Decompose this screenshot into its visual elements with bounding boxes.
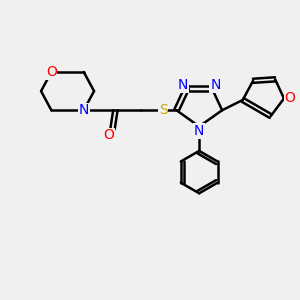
Text: N: N (194, 124, 204, 138)
Text: N: N (210, 78, 220, 92)
Text: N: N (79, 103, 89, 117)
Text: O: O (46, 65, 57, 79)
Text: O: O (284, 92, 295, 106)
Text: O: O (103, 128, 114, 142)
Text: S: S (159, 103, 168, 117)
Text: N: N (178, 78, 188, 92)
